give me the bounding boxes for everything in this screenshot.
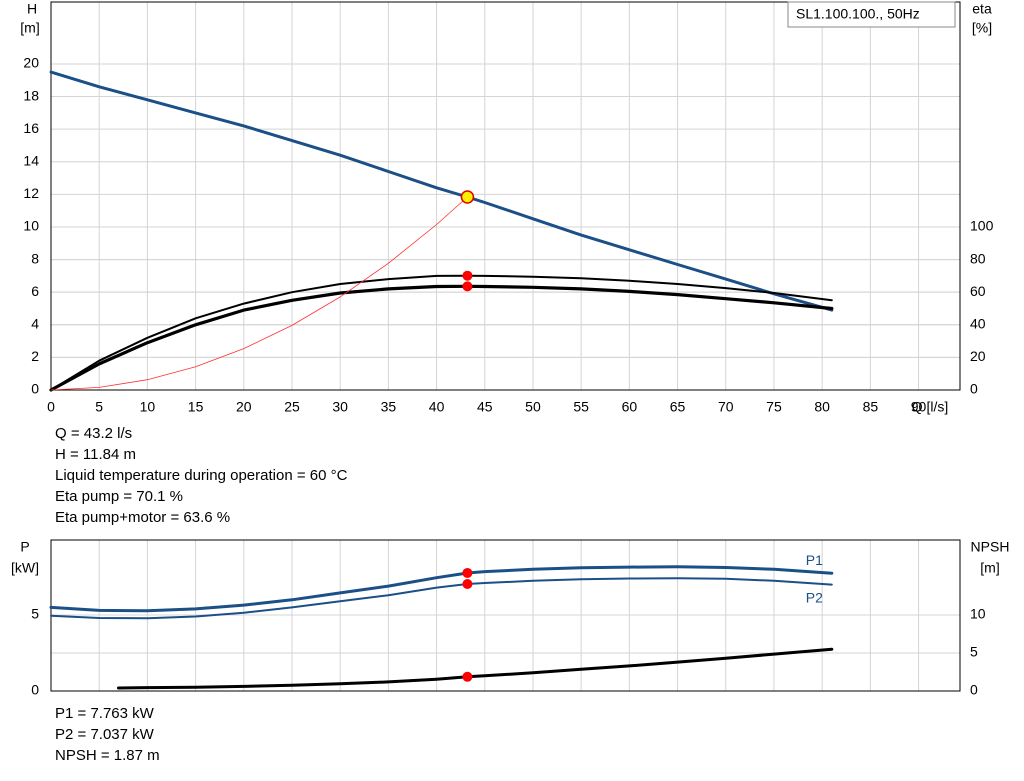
y-tick-label: 0 [31,682,39,698]
legend-text: SL1.100.100., 50Hz [796,6,920,22]
y2-axis-label: eta [972,1,992,17]
y2-tick-label: 5 [970,644,978,660]
operating-point [462,578,473,589]
x-tick-label: 70 [718,399,734,415]
y-tick-label: 8 [31,250,39,266]
x-tick-label: 5 [95,399,103,415]
x-tick-label: 35 [381,399,397,415]
x-tick-label: 90 [911,399,927,415]
y-axis-label: [kW] [11,560,39,576]
operating-point [462,671,473,682]
operating-point [460,190,475,204]
info-line: Eta pump = 70.1 % [55,488,183,505]
y-tick-label: 18 [23,87,39,103]
y2-axis-label: [m] [980,560,999,576]
y2-tick-label: 100 [970,218,994,234]
curve [50,196,468,391]
series-label: P2 [806,589,823,605]
y2-tick-label: 40 [970,315,986,331]
x-tick-label: 60 [622,399,638,415]
y-tick-label: 5 [31,606,39,622]
y-tick-label: 20 [23,55,39,71]
operating-point [462,270,473,281]
x-tick-label: 55 [573,399,589,415]
curve [49,284,834,392]
operating-point [462,281,473,292]
operating-point [462,567,473,578]
y2-tick-label: 80 [970,250,986,266]
info-line: P1 = 7.763 kW [55,705,155,722]
curve [117,647,834,690]
y-tick-label: 12 [23,185,39,201]
y2-tick-label: 0 [970,682,978,698]
y2-tick-label: 20 [970,348,986,364]
y-tick-label: 10 [23,218,39,234]
x-axis-label: Q [l/s] [912,399,949,415]
info-line: NPSH = 1.87 m [55,747,160,764]
y-axis-label: P [20,539,29,555]
y-tick-label: 14 [23,152,39,168]
y-axis-label: [m] [20,20,39,36]
legend-box [787,1,956,28]
plot-frame [50,1,961,391]
info-line: Q = 43.2 l/s [55,425,132,442]
x-tick-label: 15 [188,399,204,415]
info-line: Eta pump+motor = 63.6 % [55,509,230,526]
y-tick-label: 16 [23,120,39,136]
x-tick-label: 20 [236,399,252,415]
y2-axis-label: [%] [972,20,992,36]
x-tick-label: 50 [525,399,541,415]
y-axis-label: H [27,1,37,17]
y2-tick-label: 0 [970,381,978,397]
x-tick-label: 65 [670,399,686,415]
y2-tick-label: 10 [970,606,986,622]
curve [49,70,834,312]
x-tick-label: 85 [863,399,879,415]
x-tick-label: 30 [332,399,348,415]
x-tick-label: 45 [477,399,493,415]
x-tick-label: 10 [140,399,156,415]
curve [49,565,834,613]
curve [50,577,833,620]
y-tick-label: 4 [31,315,39,331]
info-line: P2 = 7.037 kW [55,726,155,743]
y2-tick-label: 60 [970,283,986,299]
y2-axis-label: NPSH [971,539,1010,555]
series-label: P1 [806,552,823,568]
curve [50,274,833,391]
x-tick-label: 80 [814,399,830,415]
y-tick-label: 2 [31,348,39,364]
x-tick-label: 0 [47,399,55,415]
x-tick-label: 40 [429,399,445,415]
x-tick-label: 75 [766,399,782,415]
y-tick-label: 0 [31,381,39,397]
info-line: Liquid temperature during operation = 60… [55,467,348,484]
y-tick-label: 6 [31,283,39,299]
x-tick-label: 25 [284,399,300,415]
info-line: H = 11.84 m [55,446,136,463]
